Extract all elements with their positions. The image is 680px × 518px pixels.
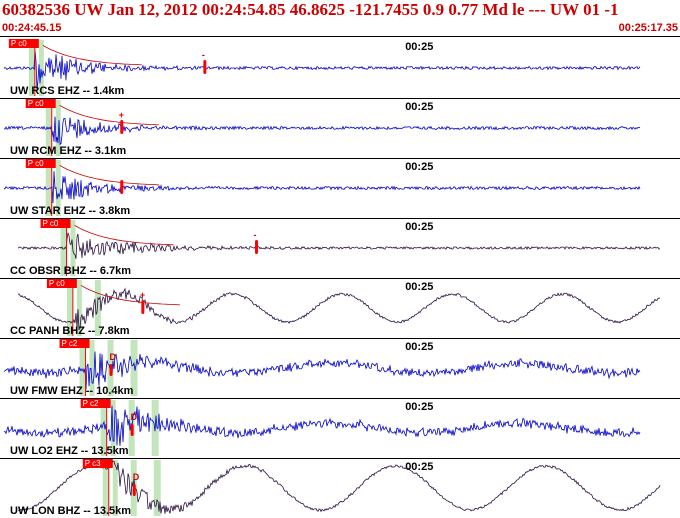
- coda-end-marker[interactable]: [141, 300, 145, 314]
- time-tick-label: 00:25: [405, 401, 433, 413]
- polarity-mark: +: [140, 290, 145, 300]
- pick-flag[interactable]: [25, 159, 56, 168]
- polarity-mark: D: [131, 412, 138, 422]
- coda-end-marker[interactable]: [120, 120, 124, 134]
- coda-end-marker[interactable]: [203, 60, 207, 74]
- coda-end-marker[interactable]: [120, 180, 124, 194]
- time-tick-label: 00:25: [405, 341, 433, 353]
- analysis-window-band: [89, 340, 95, 396]
- waveform-trace[interactable]: [17, 232, 661, 259]
- pick-flag[interactable]: [40, 219, 71, 228]
- time-tick-label: 00:25: [405, 461, 433, 473]
- pick-flag[interactable]: [25, 99, 56, 108]
- time-tick-label: 00:25: [405, 101, 433, 113]
- coda-fit-curve: [42, 44, 142, 66]
- time-tick-label: 00:25: [405, 221, 433, 233]
- analysis-window-band: [153, 460, 161, 516]
- analysis-window-band: [38, 40, 44, 96]
- amplitude-marker[interactable]: [109, 364, 113, 376]
- amplitude-marker[interactable]: [130, 424, 134, 436]
- station-label: UW FMW EHZ -- 10.4km: [10, 385, 134, 397]
- analysis-window-band: [55, 160, 61, 216]
- analysis-window-band: [45, 160, 52, 216]
- coda-fit-curve: [74, 224, 174, 246]
- coda-fit-curve: [59, 164, 159, 186]
- analysis-window-band: [55, 100, 61, 156]
- station-label: UW RCS EHZ -- 1.4km: [10, 85, 125, 97]
- analysis-window-band: [102, 460, 109, 516]
- waveform-trace[interactable]: [3, 116, 641, 146]
- time-tick-label: 00:25: [405, 41, 433, 53]
- window-end-time: 00:25:17.35: [618, 22, 678, 34]
- window-start-time: 00:24:45.15: [2, 22, 62, 34]
- polarity-mark: D: [133, 472, 140, 482]
- station-label: CC PANH BHZ -- 7.8km: [10, 325, 130, 337]
- analysis-window-band: [100, 400, 107, 456]
- event-header: 60382536 UW Jan 12, 2012 00:24:54.85 46.…: [0, 0, 680, 36]
- seismogram-panel[interactable]: 00:25 P c0 - UW RCS EHZ -- 1.4km 00:25 P c0 + U…: [0, 36, 680, 518]
- waveform-trace[interactable]: [17, 287, 661, 331]
- waveform-trace[interactable]: [3, 49, 641, 91]
- pick-flag-label: P c2: [83, 399, 99, 408]
- coda-fit-curve: [59, 104, 159, 126]
- analysis-window-band: [66, 280, 73, 336]
- pick-flag[interactable]: [80, 399, 111, 408]
- polarity-mark: D: [110, 352, 117, 362]
- pick-flag[interactable]: [82, 459, 113, 468]
- analysis-window-band: [60, 220, 67, 276]
- station-label: UW LO2 EHZ -- 13.5km: [10, 445, 129, 457]
- analysis-window-band: [112, 460, 118, 516]
- station-label: CC OBSR BHZ -- 6.7km: [10, 265, 131, 277]
- pick-flag-label: P c0: [28, 99, 44, 108]
- pick-flag[interactable]: [8, 39, 39, 48]
- waveform-trace[interactable]: [17, 460, 661, 514]
- station-label: UW RCM EHZ -- 3.1km: [10, 145, 126, 157]
- polarity-mark: -: [254, 230, 257, 240]
- analysis-window-band: [130, 340, 138, 396]
- pick-flag[interactable]: [59, 339, 90, 348]
- polarity-mark: +: [119, 110, 124, 120]
- waveform-trace[interactable]: [3, 405, 641, 446]
- analysis-window-band: [110, 400, 116, 456]
- time-tick-label: 00:25: [405, 161, 433, 173]
- pick-flag-label: P c0: [28, 159, 44, 168]
- analysis-window-band: [94, 280, 101, 336]
- waveform-trace[interactable]: [3, 351, 641, 390]
- polarity-mark: -: [202, 50, 205, 60]
- analysis-window-band: [76, 280, 82, 336]
- station-label: UW LON BHZ -- 13.5km: [10, 505, 131, 517]
- pick-flag-label: P c0: [43, 219, 59, 228]
- amplitude-marker[interactable]: [132, 484, 136, 496]
- waveform-trace[interactable]: [3, 171, 641, 204]
- pick-flag[interactable]: [46, 279, 77, 288]
- coda-end-marker[interactable]: [255, 240, 259, 254]
- analysis-window-band: [79, 340, 86, 396]
- station-label: UW STAR EHZ -- 3.8km: [10, 205, 130, 217]
- time-tick-label: 00:25: [405, 281, 433, 293]
- pick-flag-label: P c3: [85, 459, 101, 468]
- event-title: 60382536 UW Jan 12, 2012 00:24:54.85 46.…: [2, 0, 619, 19]
- pick-flag-label: P c0: [49, 279, 65, 288]
- pick-flag-label: P c2: [62, 339, 78, 348]
- coda-fit-curve: [80, 284, 180, 306]
- pick-flag-label: P c0: [11, 39, 27, 48]
